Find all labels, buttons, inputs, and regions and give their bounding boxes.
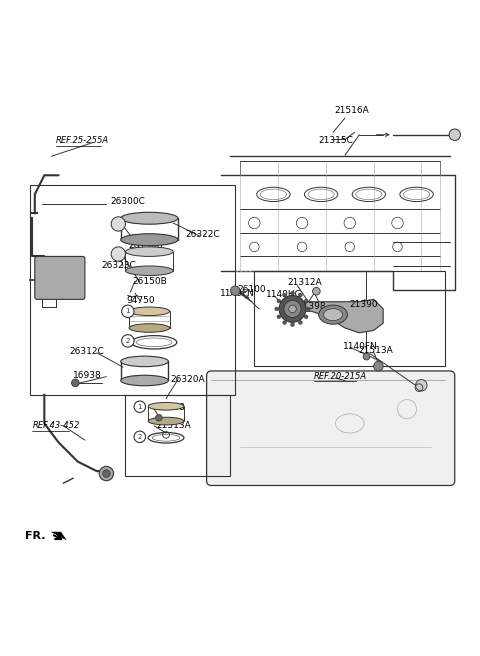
- Circle shape: [283, 321, 287, 325]
- Circle shape: [134, 401, 145, 413]
- Ellipse shape: [148, 402, 184, 410]
- Ellipse shape: [125, 266, 173, 276]
- Circle shape: [134, 431, 145, 443]
- Text: 94750: 94750: [126, 296, 155, 305]
- Circle shape: [103, 470, 110, 478]
- Circle shape: [121, 335, 134, 347]
- Ellipse shape: [319, 305, 348, 324]
- Text: 26100: 26100: [238, 285, 266, 295]
- Circle shape: [290, 323, 294, 327]
- Text: 2: 2: [126, 338, 130, 344]
- Circle shape: [290, 291, 294, 295]
- Circle shape: [312, 287, 320, 295]
- Text: 26300C: 26300C: [110, 197, 145, 206]
- Bar: [254, 271, 445, 366]
- Ellipse shape: [148, 417, 184, 425]
- Circle shape: [72, 379, 79, 386]
- Text: 1140FN: 1140FN: [343, 342, 377, 351]
- Ellipse shape: [120, 356, 168, 367]
- Circle shape: [299, 293, 302, 297]
- Text: REF.25-255A: REF.25-255A: [56, 136, 109, 146]
- Circle shape: [275, 307, 279, 311]
- Text: 26323C: 26323C: [101, 260, 136, 270]
- Circle shape: [449, 129, 460, 140]
- Text: 21398: 21398: [297, 302, 326, 311]
- Circle shape: [304, 299, 308, 303]
- Circle shape: [416, 380, 427, 391]
- Circle shape: [156, 415, 162, 421]
- Text: 21390: 21390: [350, 300, 378, 308]
- Ellipse shape: [129, 323, 169, 333]
- Text: REF.20-215A: REF.20-215A: [314, 372, 367, 381]
- Bar: [125, 395, 230, 476]
- Text: 1: 1: [126, 308, 130, 314]
- Ellipse shape: [120, 375, 168, 386]
- Text: 21516A: 21516A: [335, 106, 369, 115]
- Text: 26322C: 26322C: [185, 230, 220, 239]
- Text: FR.: FR.: [25, 531, 46, 541]
- Bar: [30, 185, 235, 395]
- Circle shape: [306, 307, 310, 311]
- Circle shape: [111, 247, 125, 261]
- Circle shape: [277, 299, 281, 303]
- Circle shape: [304, 315, 308, 319]
- Text: 21315C: 21315C: [319, 136, 354, 145]
- Text: 1140FN: 1140FN: [220, 289, 255, 298]
- Circle shape: [373, 361, 383, 371]
- Circle shape: [279, 296, 306, 322]
- Text: 26410B: 26410B: [40, 271, 75, 280]
- Text: 2: 2: [138, 434, 142, 440]
- Circle shape: [277, 315, 281, 319]
- Circle shape: [230, 286, 240, 296]
- Circle shape: [284, 300, 301, 318]
- Circle shape: [299, 321, 302, 325]
- Text: 16938: 16938: [156, 403, 185, 412]
- Ellipse shape: [120, 213, 178, 224]
- Text: 21513A: 21513A: [359, 346, 393, 356]
- Ellipse shape: [120, 234, 178, 246]
- Polygon shape: [302, 299, 383, 333]
- Polygon shape: [50, 532, 67, 541]
- Text: 26320A: 26320A: [171, 375, 205, 384]
- Text: 21312A: 21312A: [288, 278, 323, 287]
- Circle shape: [121, 305, 134, 318]
- Circle shape: [283, 293, 287, 297]
- Ellipse shape: [129, 307, 169, 316]
- Text: 16938: 16938: [73, 371, 102, 380]
- Circle shape: [111, 216, 125, 231]
- FancyBboxPatch shape: [206, 371, 455, 485]
- Circle shape: [363, 354, 370, 360]
- Text: 1: 1: [138, 403, 142, 410]
- Ellipse shape: [324, 309, 343, 321]
- Text: 26312C: 26312C: [70, 348, 104, 356]
- Circle shape: [99, 466, 114, 481]
- FancyBboxPatch shape: [35, 256, 85, 299]
- Ellipse shape: [125, 247, 173, 256]
- Text: 26150B: 26150B: [132, 277, 167, 286]
- Text: REF.43-452: REF.43-452: [33, 421, 80, 430]
- Text: 26150B: 26150B: [128, 241, 163, 251]
- Circle shape: [288, 305, 296, 313]
- Text: 1140HG: 1140HG: [266, 290, 303, 299]
- Text: 21513A: 21513A: [156, 421, 191, 430]
